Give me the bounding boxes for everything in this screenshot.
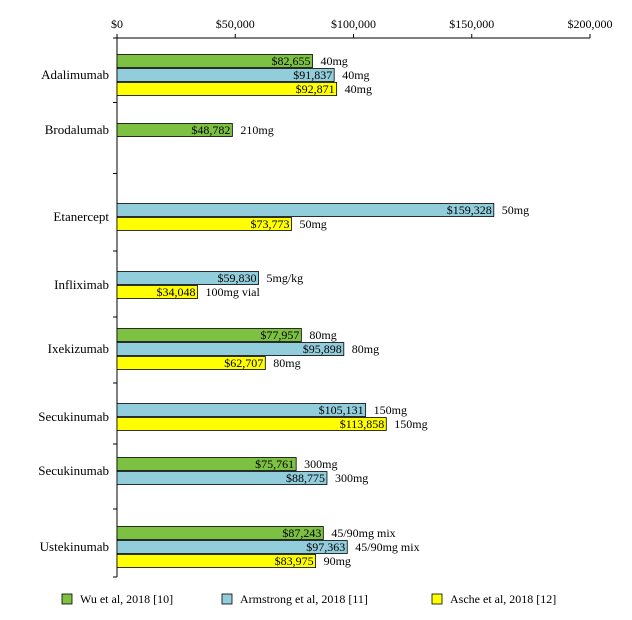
x-tick-label: $100,000 [331, 17, 376, 31]
bar-dose-label: 80mg [273, 356, 300, 370]
bar-dose-label: 45/90mg mix [355, 540, 419, 554]
bar-dose-label: 210mg [240, 123, 273, 137]
category-label: Ixekizumab [48, 341, 109, 356]
bar-dose-label: 50mg [502, 203, 529, 217]
bar-value-label: $105,131 [319, 403, 364, 417]
bar-value-label: $113,858 [340, 417, 385, 431]
x-tick-label: $150,000 [449, 17, 494, 31]
legend-swatch [221, 593, 233, 605]
bar-dose-label: 5mg/kg [266, 271, 303, 285]
bar-dose-label: 100mg vial [206, 285, 261, 299]
bar-value-label: $97,363 [306, 540, 345, 554]
bar-value-label: $77,957 [260, 328, 299, 342]
bar [116, 82, 338, 96]
legend-label: Wu et al, 2018 [10] [80, 592, 173, 606]
bar [116, 328, 302, 342]
bar-value-label: $92,871 [296, 82, 335, 96]
bar [116, 342, 345, 356]
category-label: Secukinumab [38, 409, 109, 424]
bar-value-label: $62,707 [224, 356, 263, 370]
bar-value-label: $159,328 [447, 203, 492, 217]
bar-dose-label: 300mg [304, 457, 337, 471]
category-label: Brodalumab [45, 122, 109, 137]
bar-value-label: $75,761 [255, 457, 294, 471]
bar-value-label: $88,775 [286, 471, 325, 485]
bar [116, 540, 348, 554]
bar-value-label: $83,975 [275, 554, 314, 568]
category-label: Ustekinumab [40, 539, 109, 554]
bar-dose-label: 300mg [335, 471, 368, 485]
bar-dose-label: 50mg [299, 217, 326, 231]
category-label: Adalimumab [41, 67, 109, 82]
x-tick-label: $0 [111, 17, 123, 31]
bar-value-label: $91,837 [293, 68, 332, 82]
bar-dose-label: 150mg [394, 417, 427, 431]
bar-dose-label: 150mg [374, 403, 407, 417]
bar-dose-label: 40mg [320, 54, 347, 68]
category-label: Secukinumab [38, 463, 109, 478]
bar [116, 54, 313, 68]
legend-swatch [61, 593, 73, 605]
legend-label: Armstrong et al, 2018 [11] [240, 592, 368, 606]
bar [116, 203, 495, 217]
bar-value-label: $87,243 [282, 526, 321, 540]
bar [116, 457, 297, 471]
bar [116, 403, 367, 417]
bar-value-label: $73,773 [250, 217, 289, 231]
bar [116, 123, 233, 137]
bar-value-label: $82,655 [271, 54, 310, 68]
x-tick-label: $50,000 [216, 17, 255, 31]
bar-dose-label: 80mg [309, 328, 336, 342]
bar-dose-label: 80mg [352, 342, 379, 356]
bar [116, 554, 317, 568]
legend-swatch [431, 593, 443, 605]
legend-label: Asche et al, 2018 [12] [450, 592, 556, 606]
bar [116, 285, 198, 299]
bar-value-label: $48,782 [191, 123, 230, 137]
bar-value-label: $34,048 [157, 285, 196, 299]
bar [116, 217, 292, 231]
category-label: Etanercept [53, 209, 109, 224]
bar [116, 417, 387, 431]
bar-value-label: $59,830 [217, 271, 256, 285]
bar [116, 271, 259, 285]
x-tick-label: $200,000 [568, 17, 613, 31]
bar [116, 526, 324, 540]
bar [116, 68, 335, 82]
bar-value-label: $95,898 [303, 342, 342, 356]
category-label: Infliximab [54, 277, 109, 292]
bar-dose-label: 45/90mg mix [331, 526, 395, 540]
bar-dose-label: 40mg [345, 82, 372, 96]
bar [116, 356, 266, 370]
bar [116, 471, 328, 485]
bar-dose-label: 40mg [342, 68, 369, 82]
bar-dose-label: 90mg [324, 554, 351, 568]
